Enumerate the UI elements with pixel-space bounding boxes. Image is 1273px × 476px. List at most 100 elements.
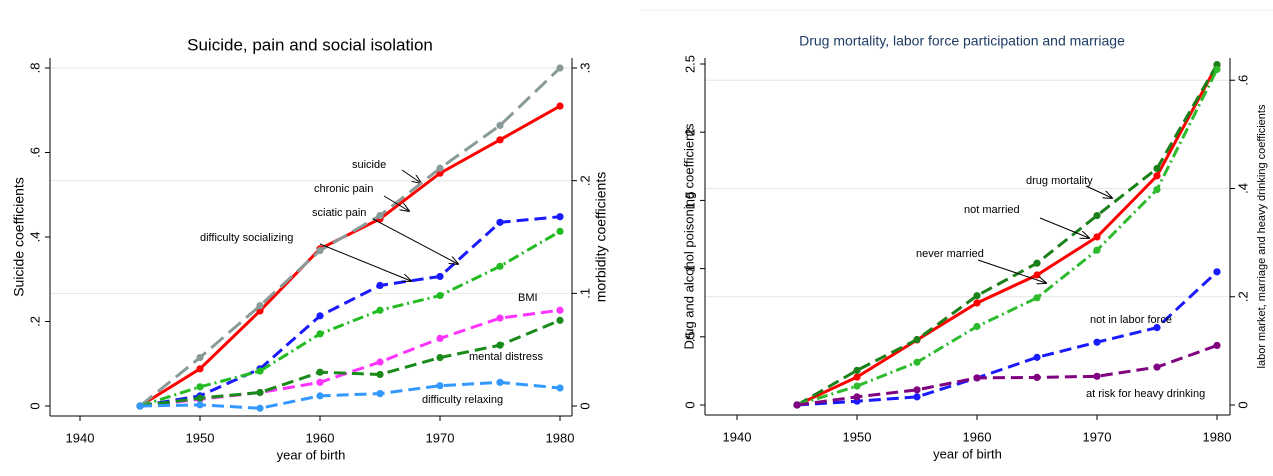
annotation-arrow xyxy=(1039,217,1089,238)
point xyxy=(1153,363,1161,371)
point xyxy=(556,306,564,314)
y2-tick-label: .1 xyxy=(577,288,592,299)
point xyxy=(973,374,981,382)
point xyxy=(1033,294,1041,302)
y2-tick-label: .6 xyxy=(1235,75,1250,86)
y2-tick-label: 0 xyxy=(1235,401,1250,408)
series-label: at risk for heavy drinking xyxy=(1086,388,1205,400)
y-tick-label: .2 xyxy=(27,316,42,327)
point xyxy=(436,164,444,172)
point xyxy=(496,136,504,144)
y-tick-label: 0 xyxy=(27,402,42,409)
point xyxy=(793,401,801,409)
point xyxy=(556,384,564,392)
point xyxy=(1153,164,1161,173)
point xyxy=(913,358,921,366)
point xyxy=(973,322,981,331)
point xyxy=(256,367,264,375)
series-label: difficulty relaxing xyxy=(422,394,503,406)
point xyxy=(376,281,384,290)
y-tick-label: 2.5 xyxy=(682,55,697,73)
series-line xyxy=(139,104,561,408)
point xyxy=(1093,233,1101,241)
y-tick-label: .8 xyxy=(27,63,42,74)
point xyxy=(436,272,444,281)
point xyxy=(853,382,861,390)
point xyxy=(1093,338,1101,346)
y2-tick-label: .2 xyxy=(1235,291,1250,302)
annotation-arrow xyxy=(977,259,1046,283)
point xyxy=(376,370,384,379)
y2-tick-label: .3 xyxy=(577,63,592,74)
point xyxy=(376,358,384,366)
point xyxy=(1153,323,1161,332)
point xyxy=(316,378,324,386)
annotation-arrow xyxy=(401,169,421,183)
y2-tick-label: .2 xyxy=(577,175,592,186)
point xyxy=(913,393,921,401)
y-tick-label: 0 xyxy=(682,401,697,408)
point xyxy=(496,218,504,226)
point xyxy=(196,353,204,362)
point xyxy=(1093,211,1101,220)
point xyxy=(913,386,921,394)
series-line xyxy=(139,380,561,410)
annotation-arrow xyxy=(319,243,411,281)
series-label: never married xyxy=(916,248,984,260)
point xyxy=(316,330,324,338)
point xyxy=(316,368,324,376)
annotation-arrow xyxy=(372,218,458,264)
series-label: not in labor force xyxy=(1090,314,1172,326)
series-label: BMI xyxy=(518,292,538,304)
point xyxy=(496,121,504,130)
point xyxy=(196,394,204,402)
point xyxy=(556,213,564,221)
point xyxy=(1213,268,1221,276)
x-tick-label: 1970 xyxy=(1083,429,1112,444)
point xyxy=(973,299,981,307)
point xyxy=(256,404,264,412)
y-tick-label: 1 xyxy=(682,265,697,272)
point xyxy=(496,314,504,322)
annotation-arrow xyxy=(1085,185,1112,198)
point xyxy=(196,401,204,409)
y-tick-label: .5 xyxy=(682,331,697,342)
point xyxy=(376,306,384,314)
point xyxy=(853,373,861,381)
y-tick-label: .6 xyxy=(27,147,42,158)
series-line xyxy=(796,68,1219,407)
point xyxy=(556,64,564,72)
series-label: mental distress xyxy=(469,351,543,363)
y2-tick-label: .4 xyxy=(1235,183,1250,194)
point xyxy=(1033,353,1041,361)
annotation-arrow xyxy=(383,195,409,211)
x-axis-label: year of birth xyxy=(933,446,1002,461)
x-tick-label: 1960 xyxy=(963,429,992,444)
point xyxy=(316,246,324,255)
point xyxy=(1153,185,1161,194)
point xyxy=(316,312,324,320)
y-tick-label: 1.5 xyxy=(682,191,697,209)
chart-title: Drug mortality, labor force participatio… xyxy=(799,33,1125,49)
series-label: chronic pain xyxy=(314,183,373,195)
series-label: sciatic pain xyxy=(312,207,366,219)
x-tick-label: 1950 xyxy=(843,429,872,444)
point xyxy=(436,291,444,300)
series-line xyxy=(139,230,561,408)
x-tick-label: 1970 xyxy=(426,430,455,445)
point xyxy=(436,382,444,390)
point xyxy=(436,334,444,342)
series-label: not married xyxy=(964,204,1020,216)
point xyxy=(376,390,384,398)
point xyxy=(853,366,861,374)
y2-tick-label: 0 xyxy=(577,402,592,409)
series-line xyxy=(796,344,1218,407)
point xyxy=(1033,271,1041,279)
x-tick-label: 1950 xyxy=(186,430,215,445)
series-line xyxy=(139,215,561,408)
point xyxy=(556,316,564,324)
point xyxy=(256,388,264,397)
point xyxy=(556,227,564,235)
series-line xyxy=(796,64,1219,407)
